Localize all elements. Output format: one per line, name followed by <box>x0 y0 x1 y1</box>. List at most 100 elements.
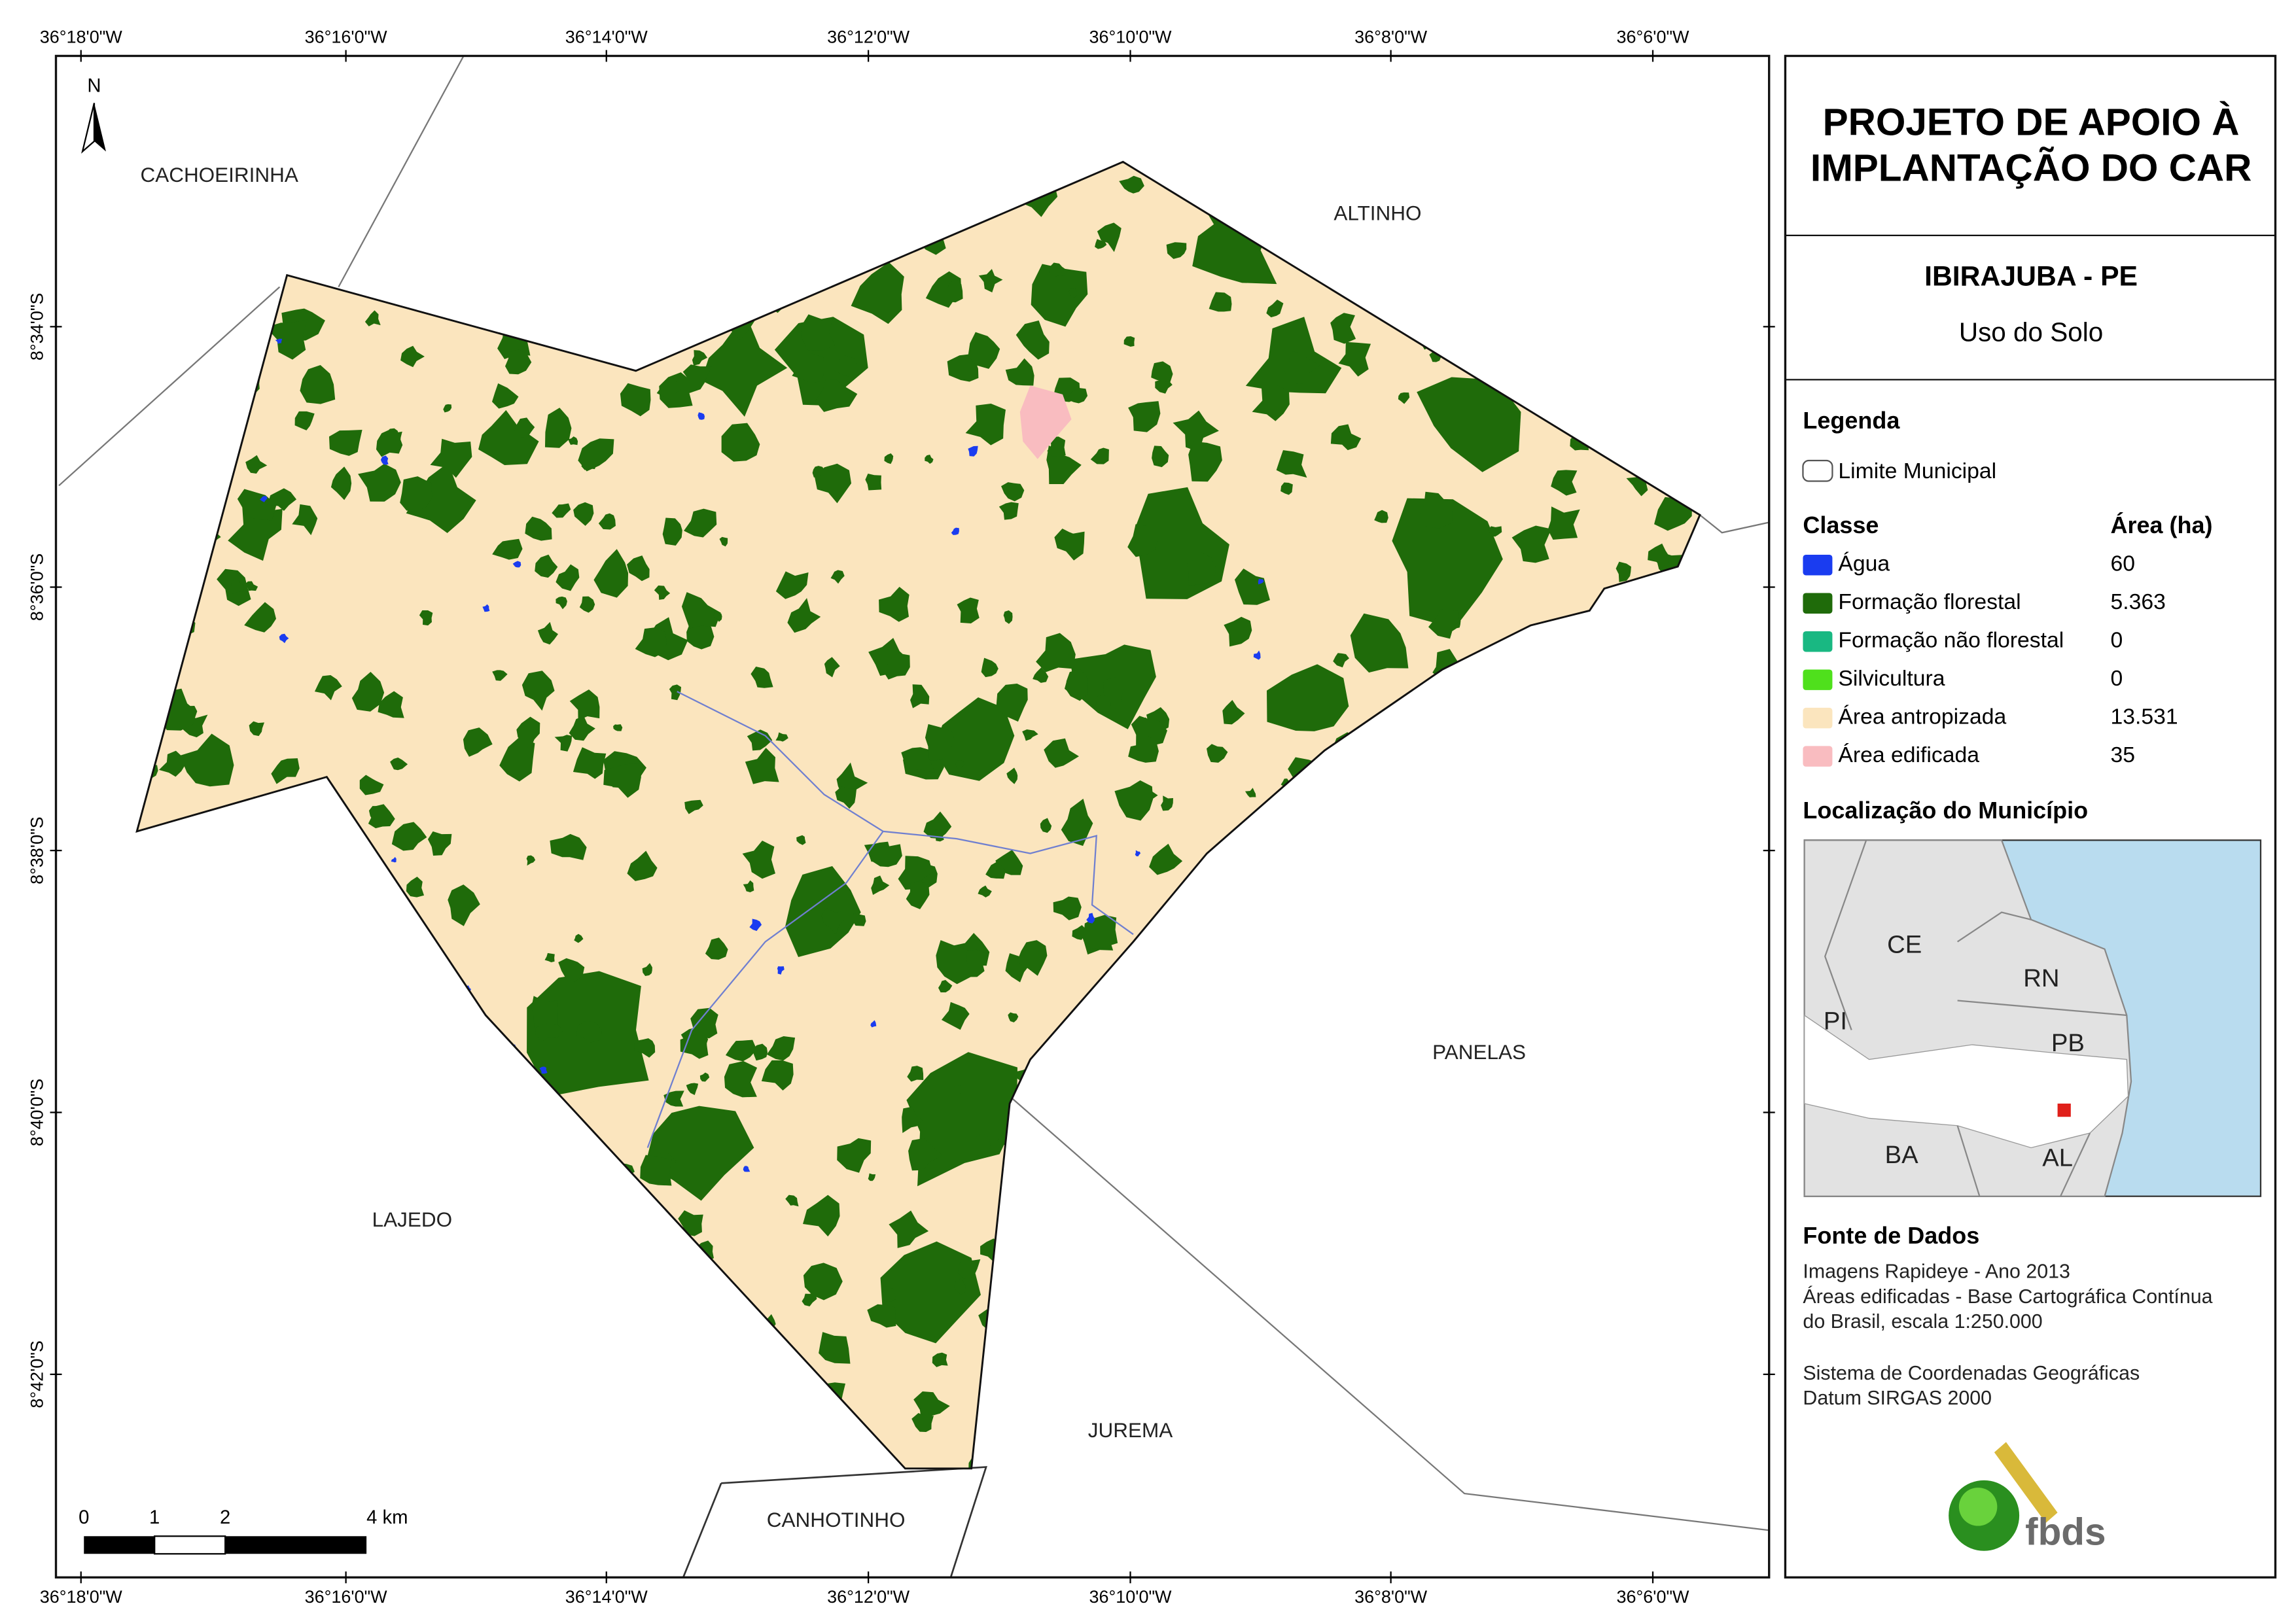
forest-patch <box>406 877 425 898</box>
x-coord-label: 36°6'0"W <box>1617 1587 1690 1607</box>
forest-patch <box>947 278 963 303</box>
forest-patch <box>1072 925 1086 940</box>
forest-patch <box>815 379 858 412</box>
forest-patch <box>803 1263 843 1300</box>
north-arrow-right <box>94 103 106 152</box>
forest-patch <box>1053 896 1082 920</box>
forest-patch <box>680 1033 709 1059</box>
source-line: Áreas edificadas - Base Cartográfica Con… <box>1803 1286 2212 1308</box>
boundary-label: Limite Municipal <box>1838 459 1996 483</box>
forest-patch <box>271 758 300 784</box>
forest-patch <box>713 612 722 622</box>
legend-swatch <box>1803 554 1833 576</box>
water-patch <box>951 527 959 535</box>
forest-patch <box>901 747 936 773</box>
forest-patch <box>923 811 952 839</box>
water-patch <box>1086 913 1095 924</box>
forest-patch <box>1061 798 1093 846</box>
forest-patch <box>1252 385 1290 421</box>
forest-patch <box>406 462 476 533</box>
forest-patch <box>579 596 595 613</box>
forest-patch <box>911 1413 934 1433</box>
forest-patch <box>231 580 244 594</box>
forest-patch <box>552 503 571 518</box>
forest-patch <box>812 466 825 478</box>
water-patch <box>1258 578 1264 585</box>
forest-patch <box>1067 387 1088 404</box>
forest-patch <box>1330 424 1362 451</box>
forest-patch <box>1040 818 1052 833</box>
forest-patch <box>935 828 944 842</box>
forest-patch <box>400 345 425 368</box>
forest-patch <box>719 536 728 547</box>
legend-area: 13.531 <box>2111 705 2178 729</box>
neighbor-label: PANELAS <box>1432 1040 1526 1064</box>
x-coord-label: 36°8'0"W <box>1354 1587 1428 1607</box>
forest-patch <box>1033 667 1049 683</box>
legend-swatch <box>1803 631 1833 652</box>
forest-patch <box>237 489 277 521</box>
inset-label: PI <box>1824 1007 1847 1035</box>
forest-patch <box>537 621 558 645</box>
forest-patch <box>913 1391 950 1422</box>
north-arrow: N <box>81 75 106 154</box>
forest-patch <box>957 1257 981 1279</box>
forest-patch <box>743 880 754 892</box>
forest-patch <box>526 855 536 866</box>
x-coord-label: 36°6'0"W <box>1617 27 1690 47</box>
inset-label: CE <box>1887 930 1922 958</box>
forest-patch <box>947 354 979 382</box>
forest-patch <box>725 1039 757 1062</box>
area-heading: Área (ha) <box>2111 512 2213 538</box>
forest-patch <box>686 1083 699 1095</box>
forest-patch <box>830 570 845 584</box>
forest-patch <box>907 1066 924 1082</box>
inset-label: PB <box>2051 1029 2085 1057</box>
forest-patch <box>1428 609 1460 639</box>
scale-label: 2 <box>220 1507 230 1528</box>
forest-patch <box>359 775 384 795</box>
forest-patch <box>550 833 587 860</box>
forest-patch <box>752 1043 768 1061</box>
forest-patch <box>692 350 708 366</box>
scale-label: 0 <box>79 1507 89 1528</box>
neighbor-labels: CACHOEIRINHA ALTINHO PANELAS LAJEDO JURE… <box>140 163 1526 1531</box>
source-line: Datum SIRGAS 2000 <box>1803 1387 1992 1409</box>
forest-patch <box>724 1060 758 1098</box>
water-patch <box>1135 850 1141 857</box>
forest-patch <box>613 724 623 731</box>
forest-patch <box>721 423 760 462</box>
forest-patch <box>785 1195 799 1207</box>
forest-patch <box>430 438 472 478</box>
scale-label: 1 <box>149 1507 160 1528</box>
forest-patch <box>766 1036 796 1061</box>
forest-patch <box>941 1002 970 1030</box>
water-patch <box>391 857 397 863</box>
forest-patch <box>1245 788 1256 797</box>
forest-patch <box>1616 561 1631 582</box>
legend-swatch <box>1803 707 1833 729</box>
forest-patch <box>1127 524 1157 557</box>
legend-area: 5.363 <box>2111 589 2166 614</box>
inset-label: AL <box>2042 1144 2073 1172</box>
forest-patch <box>663 1091 684 1107</box>
water-patch <box>698 412 705 420</box>
forest-patch <box>1420 491 1453 529</box>
forest-patch <box>851 913 866 926</box>
forest-patch <box>1392 498 1503 629</box>
water-patch <box>1253 650 1261 660</box>
forest-patch <box>556 596 567 610</box>
forest-patch <box>701 313 788 417</box>
forest-patch <box>654 585 671 600</box>
forest-patch <box>1022 729 1038 741</box>
forest-patch <box>554 735 573 752</box>
forest-patch <box>491 383 519 409</box>
rivers <box>646 691 1134 1148</box>
forest-patch <box>824 657 840 678</box>
forest-patch <box>521 671 555 711</box>
logo-ball-highlight <box>1958 1488 1998 1526</box>
forest-patch <box>656 377 683 400</box>
neighbor-boundaries <box>58 56 1769 1531</box>
scale-bar: 0 1 2 4 km <box>79 1507 408 1555</box>
